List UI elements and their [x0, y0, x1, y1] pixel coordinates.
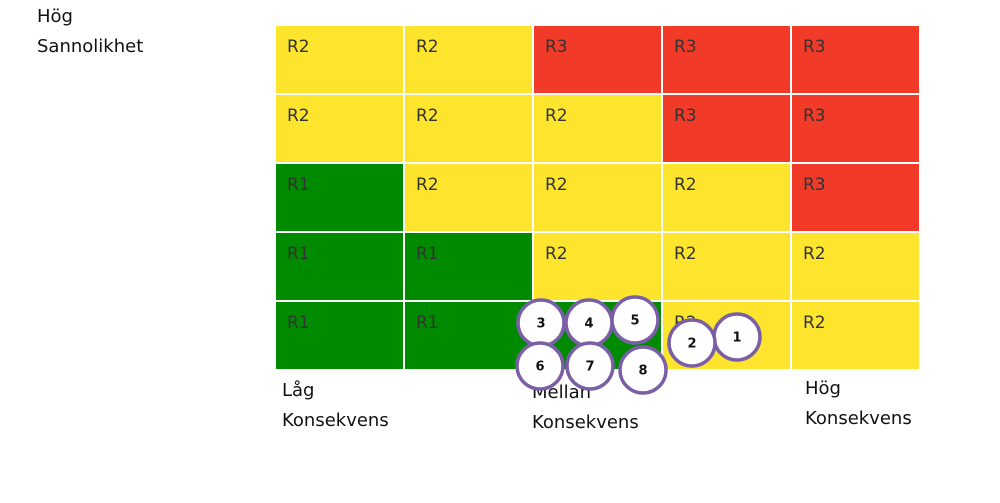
cell-label: R2 [545, 175, 568, 195]
cell-label: R2 [287, 106, 310, 126]
x-axis-label: Konsekvens [532, 412, 639, 433]
matrix-cell [403, 93, 534, 164]
cell-label: R1 [287, 244, 310, 264]
matrix-cell [790, 231, 921, 302]
cell-label: R3 [803, 106, 826, 126]
risk-number: 3 [536, 317, 545, 332]
cell-label: R2 [545, 244, 568, 264]
cell-label: R2 [674, 175, 697, 195]
x-axis-label: Konsekvens [282, 410, 389, 431]
matrix-cell [661, 24, 792, 95]
cell-label: R2 [416, 37, 439, 57]
risk-number: 1 [732, 331, 741, 346]
matrix-cell [790, 162, 921, 233]
cell-label: R2 [287, 37, 310, 57]
cell-label: R3 [674, 106, 697, 126]
matrix-cell [274, 24, 405, 95]
risk-marker [667, 318, 717, 368]
cell-label: R1 [287, 313, 310, 333]
matrix-cell [403, 231, 534, 302]
y-axis-label: Hög [37, 6, 73, 27]
matrix-cell [403, 300, 534, 371]
risk-number: 6 [535, 360, 544, 375]
risk-number: 7 [585, 360, 594, 375]
cell-label: R3 [803, 37, 826, 57]
matrix-cell [274, 300, 405, 371]
risk-marker [610, 295, 660, 345]
risk-number: 5 [630, 314, 639, 329]
y-axis-label: Sannolikhet [37, 36, 143, 57]
cell-label: R2 [674, 244, 697, 264]
cell-label: R2 [803, 244, 826, 264]
x-axis-label: Konsekvens [805, 408, 912, 429]
x-axis-label: Låg [282, 380, 314, 401]
cell-label: R3 [803, 175, 826, 195]
matrix-cell [532, 231, 663, 302]
risk-number: 2 [687, 337, 696, 352]
risk-marker [515, 341, 565, 391]
risk-marker [618, 345, 668, 395]
cell-label: R1 [287, 175, 310, 195]
matrix-cell [661, 231, 792, 302]
matrix-cell [532, 24, 663, 95]
x-axis-label: Hög [805, 378, 841, 399]
matrix-cell [790, 93, 921, 164]
matrix-cell [274, 231, 405, 302]
matrix-cell [532, 93, 663, 164]
cell-label: R3 [545, 37, 568, 57]
risk-number: 4 [584, 317, 593, 332]
matrix-cell [532, 162, 663, 233]
cell-label: R2 [416, 175, 439, 195]
matrix-cell [790, 24, 921, 95]
risk-marker [565, 341, 615, 391]
matrix-cell [661, 162, 792, 233]
cell-label: R2 [545, 106, 568, 126]
matrix-cell [790, 300, 921, 371]
matrix-cell [403, 162, 534, 233]
cell-label: R2 [416, 106, 439, 126]
cell-label: R3 [674, 37, 697, 57]
cell-label: R1 [416, 244, 439, 264]
matrix-cell [274, 162, 405, 233]
cell-label: R1 [416, 313, 439, 333]
matrix-cell [403, 24, 534, 95]
risk-number: 8 [638, 364, 647, 379]
cell-label: R2 [803, 313, 826, 333]
matrix-cell [274, 93, 405, 164]
matrix-cell [661, 93, 792, 164]
